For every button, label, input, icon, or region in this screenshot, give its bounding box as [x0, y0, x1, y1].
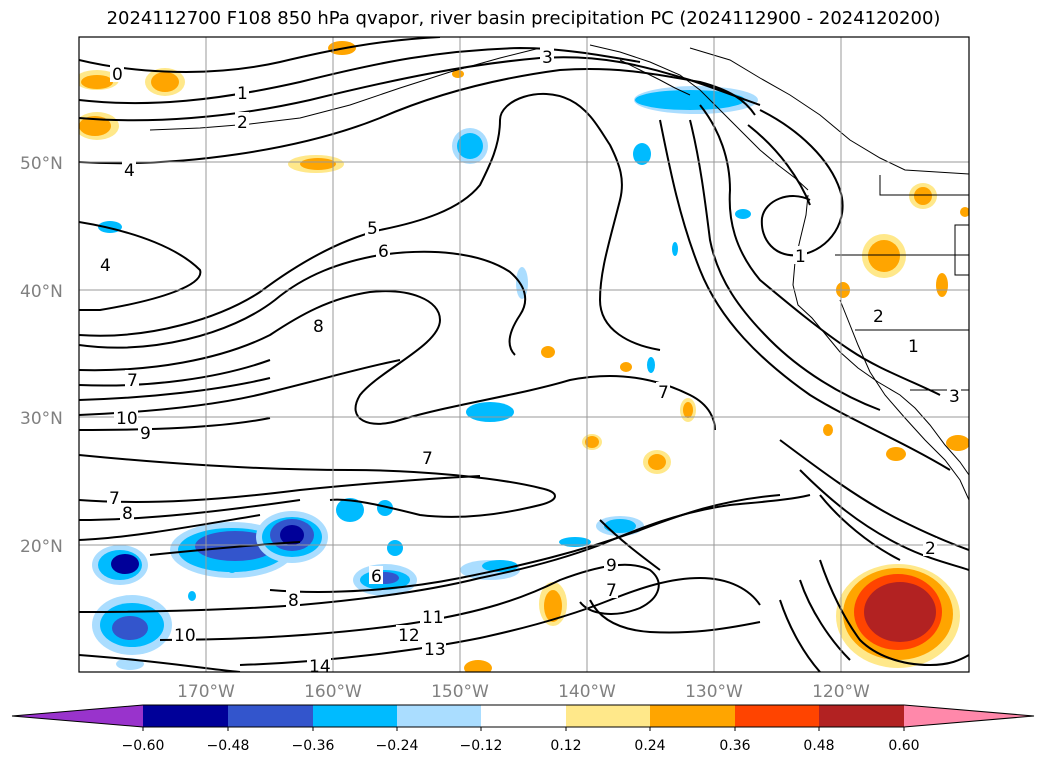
colorbar-tick-label: −0.24	[376, 738, 419, 754]
contour-label: 14	[309, 657, 331, 677]
colorbar-tick-label: 0.36	[719, 738, 750, 754]
contour-label: 0	[112, 65, 123, 85]
map-frame	[78, 36, 970, 673]
lon-label: 130°W	[685, 682, 743, 702]
lat-label: 30°N	[20, 409, 63, 429]
colorbar-tick-label: 0.60	[888, 738, 919, 754]
contour-label: 4	[100, 256, 111, 276]
colorbar-min-extend	[12, 705, 143, 727]
colorbar-segment	[228, 705, 313, 727]
latitude-labels: 50°N 40°N 30°N 20°N	[20, 154, 63, 557]
contour-label: 2	[237, 113, 248, 133]
colorbar-segment	[143, 705, 228, 727]
contour-label: 7	[127, 371, 138, 391]
colorbar-segment	[481, 705, 566, 727]
lon-label: 140°W	[558, 682, 616, 702]
contour-label: 8	[288, 591, 299, 611]
colorbar: −0.60 −0.48 −0.36 −0.24 −0.12 0.12 0.24 …	[11, 704, 1035, 754]
contour-label: 6	[378, 242, 389, 262]
figure-title: 2024112700 F108 850 hPa qvapor, river ba…	[106, 8, 941, 29]
colorbar-segment	[313, 705, 397, 727]
contour-label: 9	[606, 556, 617, 576]
contour-label: 4	[124, 161, 135, 181]
contour-label: 2	[925, 539, 936, 559]
lon-label: 160°W	[304, 682, 362, 702]
contour-label: 1	[237, 84, 248, 104]
contour-label: 10	[116, 409, 138, 429]
colorbar-segment	[819, 705, 904, 727]
contour-label: 8	[122, 504, 133, 524]
contour-label: 10	[174, 626, 196, 646]
contour-label: 12	[398, 626, 420, 646]
colorbar-tick-label: −0.12	[460, 738, 503, 754]
contour-labels: 0 1 2 3 4 4 5 6 7 7 7 7 8 8	[98, 47, 961, 677]
colorbar-tick-label: 0.24	[634, 738, 665, 754]
longitude-labels: 170°W 160°W 150°W 140°W 130°W 120°W	[177, 682, 870, 702]
contour-label: 7	[109, 489, 120, 509]
colorbar-segment	[566, 705, 650, 727]
lat-label: 50°N	[20, 154, 63, 174]
lon-label: 120°W	[812, 682, 870, 702]
lat-label: 20°N	[20, 537, 63, 557]
colorbar-tick-label: 0.48	[803, 738, 834, 754]
lon-label: 150°W	[431, 682, 489, 702]
contour-label: 7	[606, 581, 617, 601]
contour-label: 9	[140, 424, 151, 444]
map-background	[79, 37, 969, 672]
contour-label: 1	[908, 337, 919, 357]
contour-label: 7	[658, 383, 669, 403]
lat-label: 40°N	[20, 282, 63, 302]
colorbar-tick-label: −0.36	[292, 738, 335, 754]
colorbar-segment	[397, 705, 481, 727]
colorbar-max-extend	[904, 705, 1034, 727]
contour-label: 1	[795, 247, 806, 267]
contour-label: 2	[873, 307, 884, 327]
graticule	[79, 37, 969, 672]
contour-label: 7	[422, 449, 433, 469]
colorbar-tick-label: −0.48	[207, 738, 250, 754]
contour-label: 3	[949, 387, 960, 407]
colorbar-segment	[735, 705, 819, 727]
contour-label: 3	[542, 48, 553, 68]
colorbar-tick-label: 0.12	[550, 738, 581, 754]
qvapor-contours	[79, 37, 969, 672]
contour-label: 11	[422, 608, 444, 628]
colorbar-tick-label: −0.60	[122, 738, 165, 754]
colorbar-segment	[650, 705, 735, 727]
contour-label: 5	[367, 219, 378, 239]
contour-label: 8	[313, 317, 324, 337]
contour-label: 13	[424, 640, 446, 660]
lon-label: 170°W	[177, 682, 235, 702]
contour-label: 6	[371, 567, 382, 587]
